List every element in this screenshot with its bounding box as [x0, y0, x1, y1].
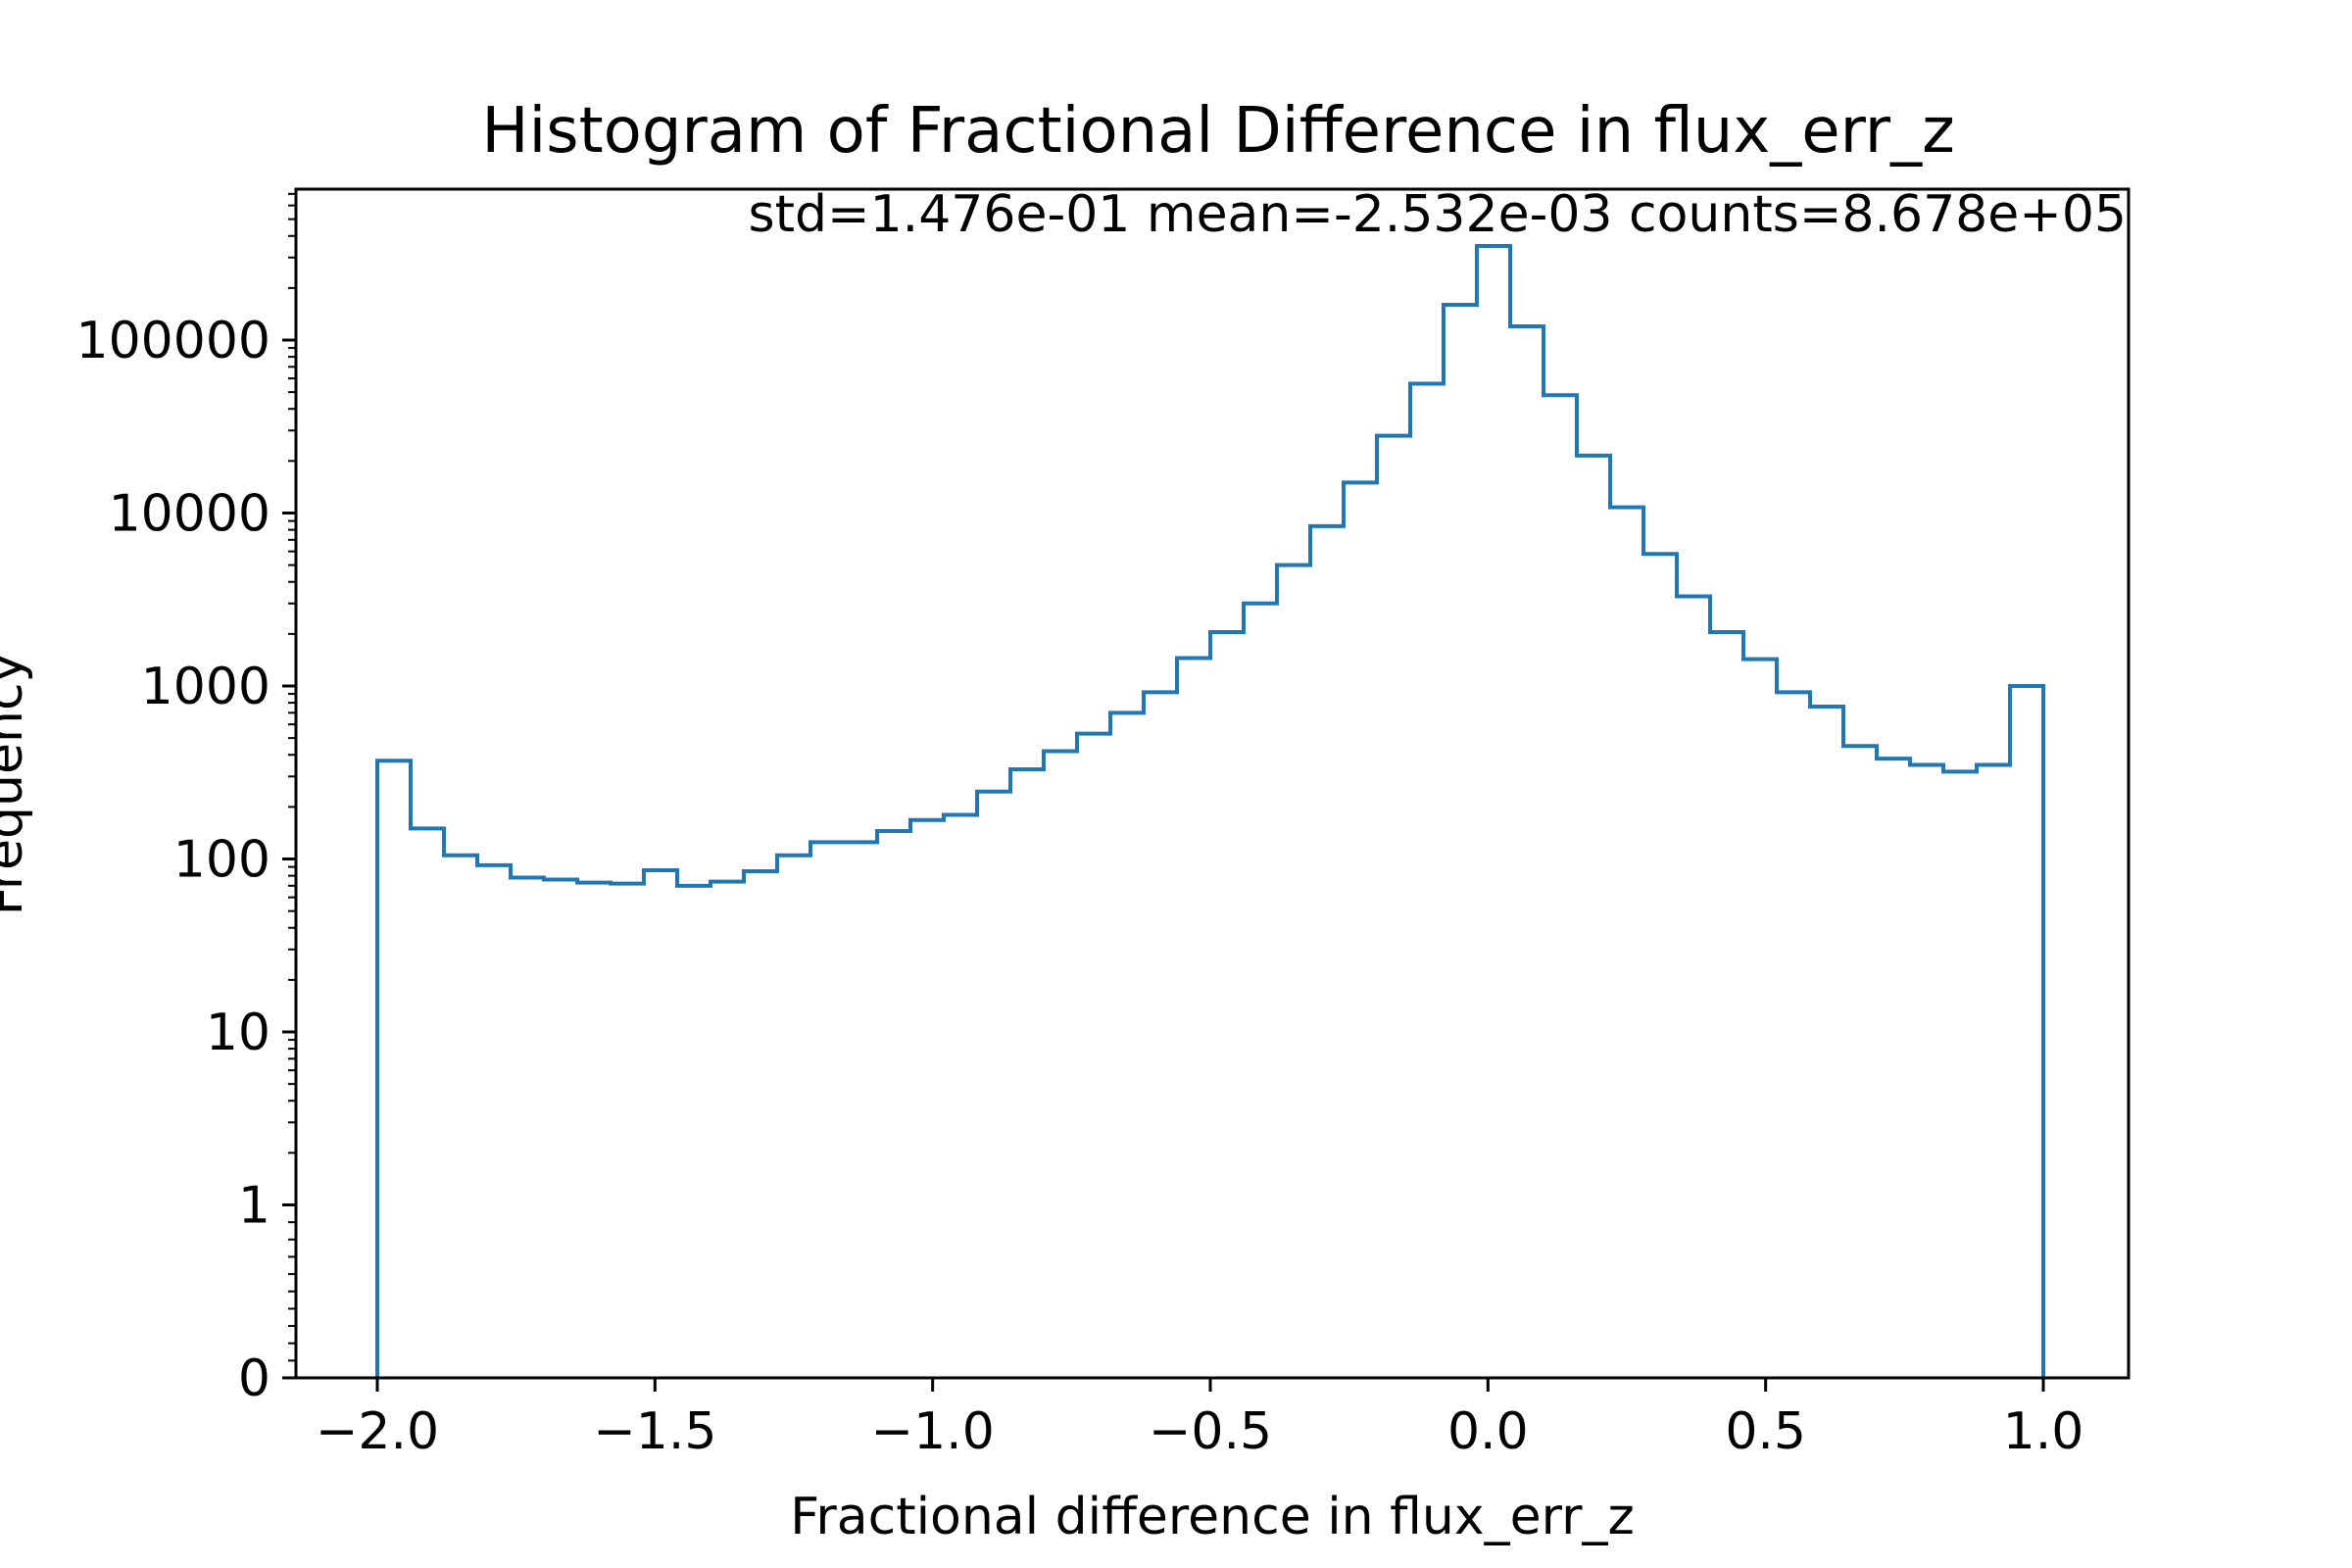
x-axis-label: Fractional difference in flux_err_z — [790, 1488, 1635, 1546]
plot-area-frame — [294, 187, 2131, 1380]
x-tick-label: 1.0 — [2003, 1402, 2084, 1461]
x-tick-label: 0.0 — [1447, 1402, 1529, 1461]
y-tick-label: 100 — [173, 831, 270, 890]
y-tick-label: 10 — [206, 1004, 270, 1062]
y-tick-label: 100000 — [75, 312, 270, 370]
x-tick-label: 0.5 — [1725, 1402, 1806, 1461]
y-axis: 0 1 10 100 1000 10000 100000 — [75, 312, 296, 1408]
y-tick-label: 1000 — [141, 658, 270, 716]
histogram-step-line — [375, 243, 2045, 1378]
x-tick-label: −1.5 — [593, 1402, 716, 1461]
chart-title: Histogram of Fractional Difference in fl… — [481, 95, 1954, 168]
x-axis: −2.0 −1.5 −1.0 −0.5 0.0 0.5 1.0 — [316, 1378, 2083, 1461]
x-tick-label: −0.5 — [1149, 1402, 1272, 1461]
y-tick-label: 1 — [238, 1177, 270, 1236]
y-tick-label: 0 — [238, 1349, 270, 1408]
x-tick-label: −1.0 — [871, 1402, 995, 1461]
y-axis-label: Frequency — [0, 653, 34, 916]
stats-annotation: std=1.476e-01 mean=-2.532e-03 counts=8.6… — [749, 185, 2127, 244]
y-tick-label: 10000 — [109, 485, 270, 544]
x-tick-label: −2.0 — [316, 1402, 439, 1461]
